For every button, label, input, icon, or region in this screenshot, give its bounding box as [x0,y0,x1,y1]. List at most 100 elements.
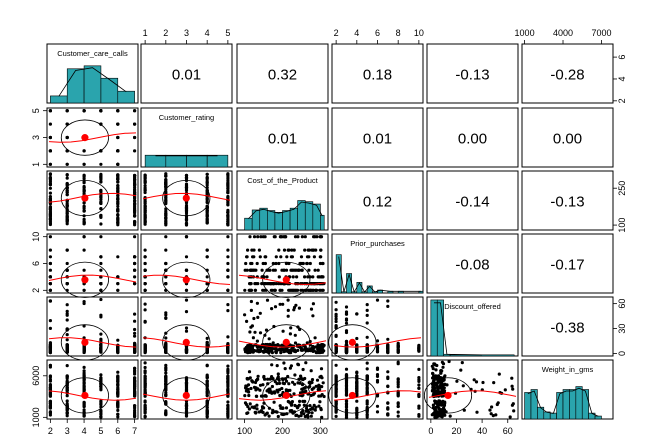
scatter-point [259,235,263,239]
scatter-point [244,261,248,266]
scatter-point [226,188,230,193]
scatter-point [417,376,421,380]
scatter-point [282,248,287,252]
scatter-point [99,373,103,377]
fit-line-r5-c1 [142,393,231,401]
scatter-point [334,333,338,337]
scatter-point [286,298,290,302]
correlation-r0-c1: 0.01 [172,67,201,84]
scatter-point [164,316,168,320]
correlation-r2-c5: -0.13 [550,194,584,211]
scatter-point [82,174,86,178]
scatter-point [65,204,69,208]
scatter-point [82,177,86,181]
scatter-point [246,377,250,381]
scatter-point [311,314,315,318]
fit-line-r2-c1 [142,192,231,201]
tick-label: 3 [184,28,189,38]
scatter-point [133,415,137,419]
hist-bar-3-2 [346,273,352,294]
scatter-point [440,383,444,387]
scatter-point [99,337,103,341]
hist-bar-3-6 [366,285,373,294]
scatter-point [434,383,438,387]
scatter-point [334,319,338,324]
scatter-point [247,370,252,374]
scatter-point [396,404,400,409]
scatter-point [286,374,290,379]
scatter-point [273,235,277,239]
scatter-point [48,275,53,279]
scatter-point [65,410,69,414]
scatter-point [375,339,380,343]
scatter-point [277,388,282,392]
scatter-point [65,109,69,113]
variable-name-1: Customer_rating [159,113,214,122]
scatter-point [48,261,53,266]
scatter-point [396,410,400,414]
scatter-point [99,332,103,336]
panel-frame-r1-c0 [46,107,139,168]
fit-line-r5-c3 [333,390,422,401]
scatter-point [439,402,443,406]
scatter-point [311,288,315,292]
scatter-point [48,191,53,195]
scatter-point [441,365,445,369]
scatter-point [276,282,280,286]
scatter-point [48,411,53,415]
tick-label: 20 [451,426,461,436]
tick-label: 4 [82,426,87,436]
scatter-point [82,221,86,225]
scatter-point [65,219,69,223]
scatter-point [270,307,274,311]
fit-line-r5-c2 [238,390,327,401]
scatter-point [291,275,295,279]
scatter-point [344,380,349,384]
scatter-point [82,349,86,353]
scatter-point [293,235,298,239]
panel-frame-r5-c0 [46,359,139,420]
scatter-point [99,282,103,286]
scatter-point [82,401,86,405]
scatter-point [184,288,189,292]
scatter-point [226,261,230,266]
scatter-point [248,235,252,239]
scatter-point [205,213,209,217]
scatter-point [355,336,359,341]
scatter-point [344,349,349,353]
scatter-point [277,248,281,252]
scatter-point [355,384,359,388]
fit-line-r1-c0 [48,132,137,143]
scatter-point [431,381,435,386]
scatter-point [48,149,53,153]
scatter-point [301,288,305,292]
scatter-point [143,207,147,211]
scatter-point [396,341,400,345]
scatter-point [184,268,189,272]
scatter-point [276,414,280,419]
scatter-point [226,394,230,398]
scatter-point [143,343,147,347]
scatter-point [99,412,103,416]
scatter-point [273,380,277,384]
scatter-point [313,268,317,272]
scatter-point [442,408,446,412]
scatter-point [143,261,147,266]
scatter-point [226,390,230,394]
scatter-point [300,377,304,381]
scatter-point [184,326,189,330]
fit-line-r4-c2 [238,340,327,348]
panel-frame-r2-c4 [426,170,519,231]
scatter-point [344,392,349,396]
hist-bar-5-6 [562,389,570,420]
scatter-point [143,199,147,203]
scatter-point [289,326,293,330]
scatter-point [307,255,311,259]
hist-bar-0-3 [100,77,119,104]
scatter-point [432,386,436,390]
scatter-point [48,217,53,221]
scatter-point [292,392,296,396]
panel-frame-r0-c2 [236,43,329,104]
tick-label: 1 [143,28,148,38]
scatter-point [355,343,359,347]
